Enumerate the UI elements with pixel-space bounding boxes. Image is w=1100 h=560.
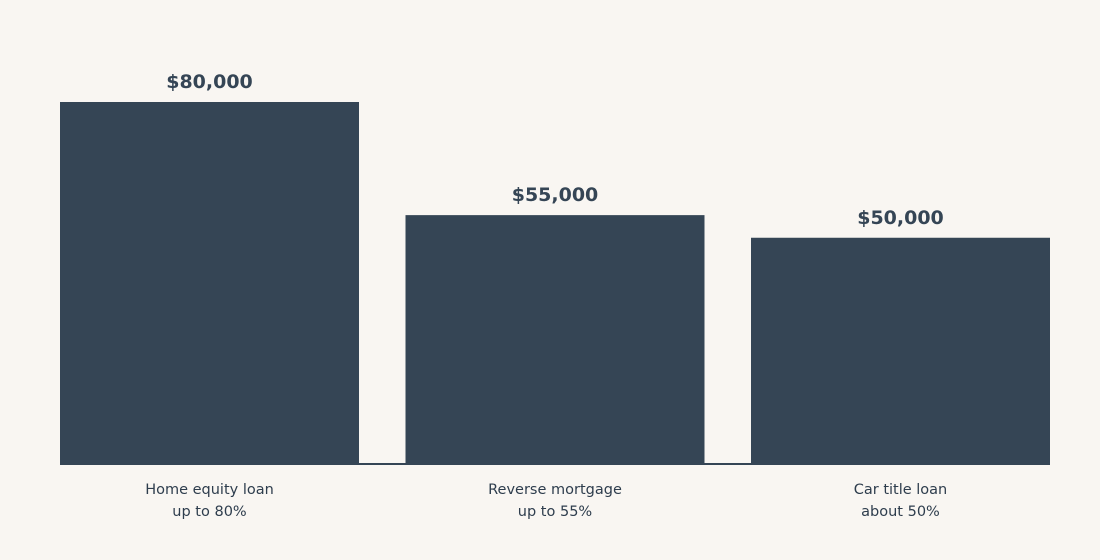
value-labels-group: $80,000 $55,000 $50,000 [166, 71, 944, 229]
category-note-reverse-mortgage: up to 55% [518, 504, 592, 520]
category-label-car-title-loan: Car title loan [854, 482, 948, 498]
bars-group [60, 102, 1050, 465]
category-labels-group: Home equity loan up to 80% Reverse mortgag… [145, 482, 947, 520]
category-label-home-equity-loan: Home equity loan [145, 482, 274, 498]
bar-car-title-loan [751, 237, 1050, 465]
category-note-car-title-loan: about 50% [861, 504, 940, 520]
value-label-reverse-mortgage: $55,000 [512, 184, 599, 206]
value-label-home-equity-loan: $80,000 [166, 71, 253, 93]
category-label-reverse-mortgage: Reverse mortgage [488, 482, 622, 498]
value-label-car-title-loan: $50,000 [857, 207, 944, 229]
category-note-home-equity-loan: up to 80% [172, 504, 246, 520]
bar-home-equity-loan [60, 102, 359, 465]
bar-reverse-mortgage [405, 215, 705, 465]
